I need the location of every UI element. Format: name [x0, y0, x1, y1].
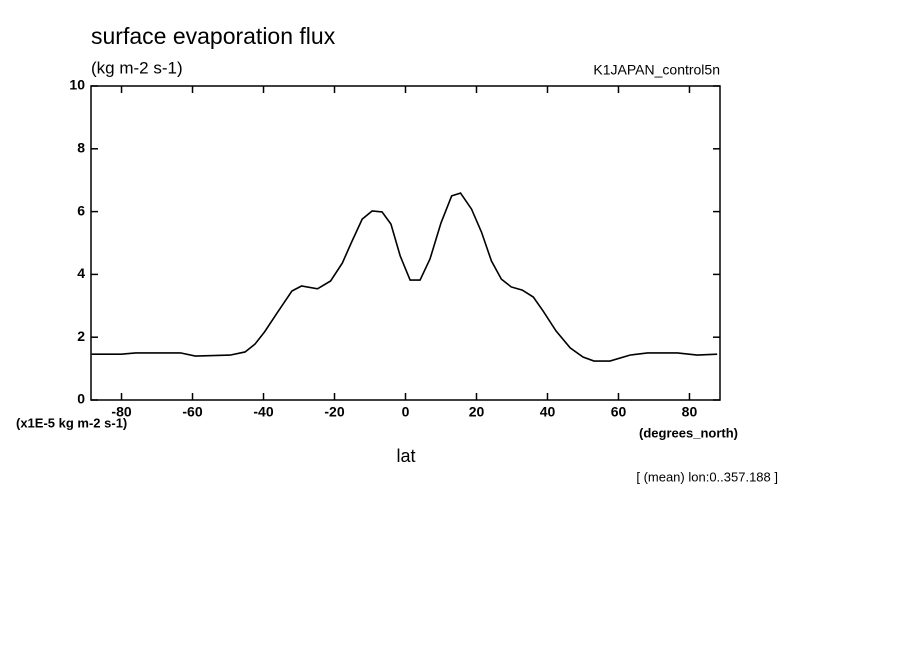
x-tick-label: 20	[469, 404, 485, 420]
y-tick-label: 4	[77, 265, 85, 281]
x-tick-label: -80	[111, 404, 131, 420]
x-tick-label: -60	[182, 404, 202, 420]
x-tick-label: 80	[682, 404, 698, 420]
y-tick-label: 2	[77, 328, 85, 344]
y-tick-label: 0	[77, 391, 85, 407]
y-tick-label: 10	[69, 77, 85, 93]
y-tick-label: 8	[77, 140, 85, 156]
note: [ (mean) lon:0..357.188 ]	[636, 469, 778, 484]
x-tick-label: -20	[324, 404, 344, 420]
chart-subtitle: (kg m-2 s-1)	[91, 58, 183, 77]
x-axis-title: lat	[396, 446, 415, 466]
x-tick-label: -40	[253, 404, 273, 420]
x-tick-label: 0	[402, 404, 410, 420]
x-tick-label: 40	[540, 404, 556, 420]
y-scale-label: (x1E-5 kg m-2 s-1)	[16, 415, 127, 430]
x-tick-label: 60	[611, 404, 627, 420]
chart-title: surface evaporation flux	[91, 23, 336, 49]
x-unit-label: (degrees_north)	[639, 425, 738, 440]
data-line	[91, 192, 718, 362]
experiment-label: K1JAPAN_control5n	[593, 62, 720, 78]
y-tick-label: 6	[77, 202, 85, 218]
